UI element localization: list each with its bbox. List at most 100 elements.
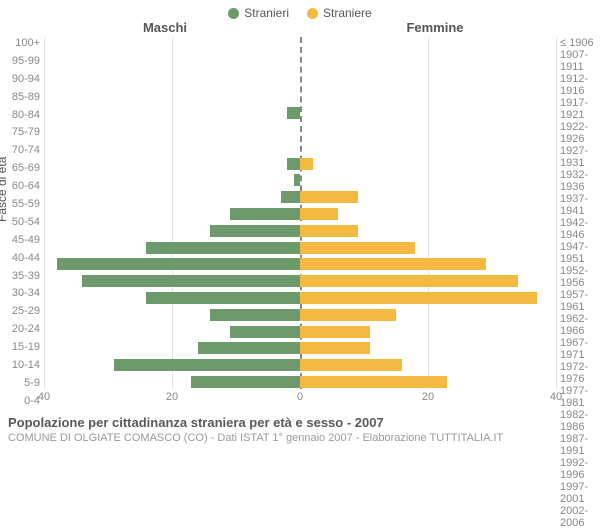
y-tick-right: 1922-1926 bbox=[560, 121, 600, 145]
plot-area: 402002040 bbox=[44, 37, 556, 407]
y-tick-left: 5-9 bbox=[0, 377, 40, 389]
y-axis-right: ≤ 19061907-19111912-19161917-19211922-19… bbox=[556, 37, 600, 407]
y-tick-right: 2002-2006 bbox=[560, 505, 600, 529]
bar-female bbox=[300, 376, 447, 388]
bar-row bbox=[44, 224, 556, 238]
y-tick-right: 1987-1991 bbox=[560, 433, 600, 457]
chart: Fasce di età Anni di nascita 100+95-9990… bbox=[0, 37, 600, 407]
panel-titles: Maschi Femmine bbox=[0, 20, 600, 35]
bar-row bbox=[44, 274, 556, 288]
y-tick-left: 30-34 bbox=[0, 287, 40, 299]
bar-female bbox=[300, 158, 313, 170]
legend: Stranieri Straniere bbox=[0, 0, 600, 20]
bar-male bbox=[281, 191, 300, 203]
y-axis-title-left: Fasce di età bbox=[0, 157, 9, 222]
bar-female bbox=[300, 275, 518, 287]
y-tick-left: 70-74 bbox=[0, 144, 40, 156]
x-axis: 402002040 bbox=[44, 391, 556, 407]
bar-row bbox=[44, 140, 556, 154]
chart-footer: Popolazione per cittadinanza straniera p… bbox=[0, 407, 600, 444]
y-tick-right: 1977-1981 bbox=[560, 385, 600, 409]
y-tick-right: 1947-1951 bbox=[560, 241, 600, 265]
y-tick-right: 1917-1921 bbox=[560, 97, 600, 121]
bar-row bbox=[44, 157, 556, 171]
y-axis-left: 100+95-9990-9485-8980-8475-7970-7465-696… bbox=[0, 37, 44, 407]
y-tick-right: 1972-1976 bbox=[560, 361, 600, 385]
x-tick: 40 bbox=[550, 391, 562, 403]
bar-male bbox=[198, 342, 300, 354]
swatch-male bbox=[228, 8, 239, 19]
legend-label-male: Stranieri bbox=[244, 6, 289, 20]
bar-row bbox=[44, 173, 556, 187]
bar-row bbox=[44, 39, 556, 53]
bar-female bbox=[300, 258, 486, 270]
x-tick: 40 bbox=[38, 391, 50, 403]
bar-male bbox=[210, 225, 300, 237]
bar-row bbox=[44, 207, 556, 221]
y-tick-right: 1942-1946 bbox=[560, 217, 600, 241]
bar-male bbox=[82, 275, 300, 287]
x-tick: 20 bbox=[166, 391, 178, 403]
bar-row bbox=[44, 241, 556, 255]
y-tick-right: 1962-1966 bbox=[560, 313, 600, 337]
swatch-female bbox=[307, 8, 318, 19]
y-tick-left: 10-14 bbox=[0, 359, 40, 371]
bar-male bbox=[146, 242, 300, 254]
x-tick: 20 bbox=[422, 391, 434, 403]
chart-subtitle: COMUNE DI OLGIATE COMASCO (CO) - Dati IS… bbox=[8, 432, 592, 444]
y-tick-right: 1952-1956 bbox=[560, 265, 600, 289]
bar-female bbox=[300, 292, 537, 304]
y-tick-right: 1912-1916 bbox=[560, 73, 600, 97]
bar-male bbox=[287, 107, 300, 119]
y-tick-left: 40-44 bbox=[0, 252, 40, 264]
bar-row bbox=[44, 375, 556, 389]
y-tick-left: 45-49 bbox=[0, 234, 40, 246]
bar-row bbox=[44, 190, 556, 204]
y-tick-left: 75-79 bbox=[0, 126, 40, 138]
y-tick-left: 0-4 bbox=[0, 395, 40, 407]
y-tick-left: 25-29 bbox=[0, 305, 40, 317]
bar-female bbox=[300, 225, 358, 237]
y-tick-left: 35-39 bbox=[0, 270, 40, 282]
bar-row bbox=[44, 89, 556, 103]
panel-title-left: Maschi bbox=[0, 20, 300, 35]
y-tick-left: 95-99 bbox=[0, 55, 40, 67]
bar-row bbox=[44, 358, 556, 372]
bar-male bbox=[230, 326, 300, 338]
y-tick-left: 100+ bbox=[0, 37, 40, 49]
y-tick-left: 20-24 bbox=[0, 323, 40, 335]
bars bbox=[44, 39, 556, 389]
bar-female bbox=[300, 208, 338, 220]
bar-male bbox=[230, 208, 300, 220]
legend-item-female: Straniere bbox=[307, 6, 372, 20]
y-tick-right: 1927-1931 bbox=[560, 145, 600, 169]
chart-title: Popolazione per cittadinanza straniera p… bbox=[8, 415, 592, 430]
grid-line bbox=[556, 37, 557, 389]
y-tick-right: 1997-2001 bbox=[560, 481, 600, 505]
bar-row bbox=[44, 257, 556, 271]
legend-item-male: Stranieri bbox=[228, 6, 289, 20]
bar-female bbox=[300, 342, 370, 354]
bar-row bbox=[44, 106, 556, 120]
bar-female bbox=[300, 326, 370, 338]
y-tick-left: 80-84 bbox=[0, 109, 40, 121]
x-tick: 0 bbox=[297, 391, 303, 403]
bar-row bbox=[44, 123, 556, 137]
bar-female bbox=[300, 242, 415, 254]
bar-male bbox=[210, 309, 300, 321]
bar-row bbox=[44, 341, 556, 355]
y-tick-right: 1932-1936 bbox=[560, 169, 600, 193]
y-tick-right: 1992-1996 bbox=[560, 457, 600, 481]
bar-row bbox=[44, 56, 556, 70]
y-tick-right: 1967-1971 bbox=[560, 337, 600, 361]
bar-female bbox=[300, 359, 402, 371]
bar-male bbox=[287, 158, 300, 170]
y-tick-right: 1982-1986 bbox=[560, 409, 600, 433]
bar-male bbox=[114, 359, 300, 371]
bar-female bbox=[300, 309, 396, 321]
legend-label-female: Straniere bbox=[323, 6, 372, 20]
bar-male bbox=[191, 376, 300, 388]
y-tick-left: 85-89 bbox=[0, 91, 40, 103]
bar-row bbox=[44, 325, 556, 339]
y-tick-right: 1957-1961 bbox=[560, 289, 600, 313]
